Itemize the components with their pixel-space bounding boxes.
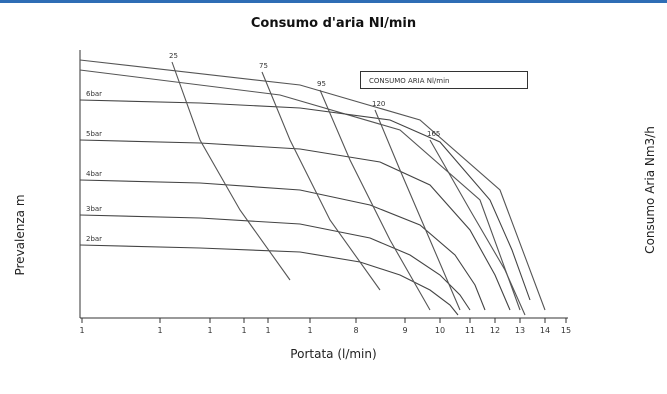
air-consumption-curve-label-1: 75 bbox=[259, 62, 268, 70]
pressure-series-label-2: 4bar bbox=[86, 170, 102, 178]
x-axis-label: Portata (l/min) bbox=[290, 347, 377, 361]
x-tick-label-12: 14 bbox=[540, 326, 550, 335]
pressure-series-line-2 bbox=[79, 179, 486, 311]
pressure-series-line-4 bbox=[79, 244, 459, 316]
pressure-series-line-3 bbox=[79, 214, 471, 311]
pressure-series-label-4: 2bar bbox=[86, 235, 102, 243]
air-consumption-curve-line-2 bbox=[319, 89, 431, 311]
x-tick-label-10: 12 bbox=[490, 326, 500, 335]
outer-curve-line-0 bbox=[79, 59, 546, 311]
air-consumption-curve-line-0 bbox=[171, 61, 291, 281]
x-tick-group: 1 1 1 1 1 1 8 9 10 11 12 13 14 15 bbox=[79, 318, 571, 335]
pressure-series-label-0: 6bar bbox=[86, 90, 102, 98]
x-tick-label-6: 8 bbox=[353, 326, 358, 335]
x-tick-label-8: 10 bbox=[435, 326, 445, 335]
air-consumption-curve-label-4: 165 bbox=[427, 130, 440, 138]
x-tick-label-9: 11 bbox=[465, 326, 475, 335]
pressure-series-label-3: 3bar bbox=[86, 205, 102, 213]
air-consumption-curve-line-3 bbox=[374, 109, 461, 311]
x-tick-label-0: 1 bbox=[79, 326, 84, 335]
air-consumption-curve-line-1 bbox=[261, 71, 381, 291]
x-tick-label-5: 1 bbox=[307, 326, 312, 335]
x-tick-label-13: 15 bbox=[561, 326, 571, 335]
pressure-series-line-1 bbox=[79, 139, 511, 311]
x-tick-label-3: 1 bbox=[241, 326, 246, 335]
curve-label-group: 6bar 5bar 4bar 3bar 2bar 25 75 95 120 165 bbox=[86, 52, 440, 243]
x-tick-label-11: 13 bbox=[515, 326, 525, 335]
air-consumption-curve-line-4 bbox=[429, 139, 526, 316]
pressure-series-line-0 bbox=[79, 99, 531, 301]
x-tick-label-2: 1 bbox=[207, 326, 212, 335]
curve-group bbox=[79, 59, 546, 316]
air-consumption-curve-label-0: 25 bbox=[169, 52, 178, 60]
outer-curve-line-1 bbox=[79, 69, 521, 311]
chart-title: Consumo d'aria Nl/min bbox=[250, 16, 417, 31]
pressure-series-label-1: 5bar bbox=[86, 130, 102, 138]
air-consumption-curve-label-2: 95 bbox=[317, 80, 326, 88]
top-accent-bar bbox=[0, 0, 667, 3]
x-tick-label-4: 1 bbox=[265, 326, 270, 335]
air-consumption-curve-label-3: 120 bbox=[372, 100, 385, 108]
x-tick-label-7: 9 bbox=[402, 326, 407, 335]
legend-box: CONSUMO ARIA Nl/min bbox=[360, 71, 528, 89]
x-tick-label-1: 1 bbox=[157, 326, 162, 335]
